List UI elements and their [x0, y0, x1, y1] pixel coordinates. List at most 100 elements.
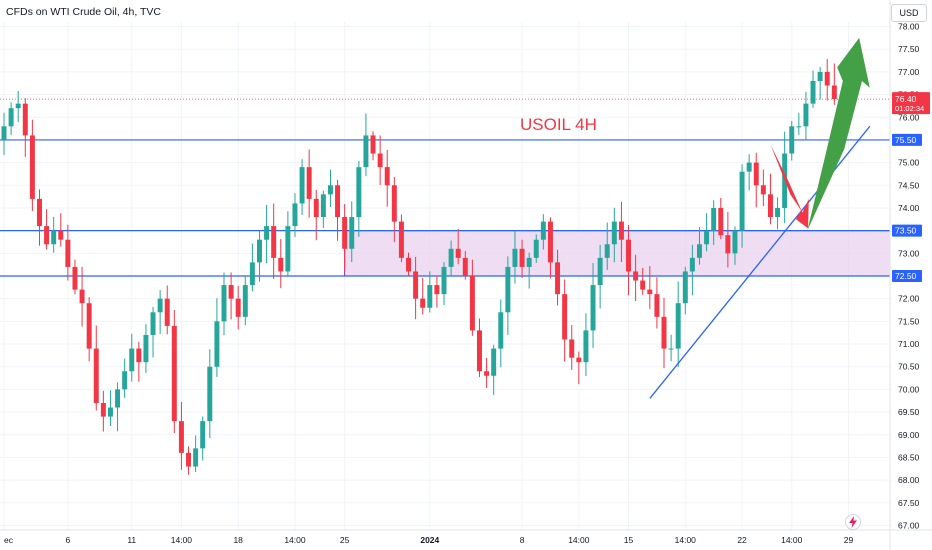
candle-body: [441, 266, 447, 295]
candle-body: [654, 294, 660, 317]
candle-body: [704, 230, 710, 245]
candle-body: [207, 366, 213, 422]
candle-body: [178, 421, 184, 453]
time-tick-label: 11: [127, 535, 136, 545]
time-tick-label: 6: [66, 535, 71, 545]
candle-body: [320, 194, 326, 218]
price-tick-label: 69.00: [898, 430, 920, 440]
candle-body: [413, 271, 419, 299]
candle-body: [51, 230, 57, 245]
candle-body: [249, 262, 255, 286]
candle-body: [235, 298, 241, 317]
candle-body: [370, 135, 376, 154]
candle-body: [810, 80, 816, 104]
candle-body: [725, 235, 731, 254]
candle-body: [817, 71, 823, 81]
candle-body: [299, 167, 305, 204]
candle-body: [491, 348, 497, 376]
candle-body: [107, 407, 113, 417]
time-tick-label: 2024: [420, 535, 439, 545]
candle-body: [384, 167, 390, 186]
candle-body: [604, 244, 610, 258]
time-tick-label: 14:00: [284, 535, 306, 545]
candle-body: [164, 298, 170, 326]
candle-body: [689, 257, 695, 272]
price-tick-label: 77.50: [898, 44, 920, 54]
candle-body: [292, 203, 298, 227]
candle-body: [583, 330, 589, 363]
candle-body: [753, 162, 759, 186]
price-tick-label: 69.50: [898, 407, 920, 417]
candle-body: [129, 348, 135, 372]
candles: [1, 58, 837, 475]
candle-body: [803, 103, 809, 127]
candle-body: [285, 226, 291, 272]
candle-body: [157, 298, 163, 313]
candle-body: [455, 248, 461, 258]
candle-body: [44, 226, 50, 245]
candle-body: [448, 248, 454, 267]
candle-body: [796, 126, 802, 128]
candle-body: [484, 371, 490, 376]
candle-body: [767, 194, 773, 218]
price-tick-label: 74.50: [898, 180, 920, 190]
countdown-label: 01:02:34: [895, 104, 924, 113]
candle-body: [533, 239, 539, 258]
price-tick-label: 67.50: [898, 498, 920, 508]
chart-title: CFDs on WTI Crude Oil, 4h, TVC: [6, 6, 162, 18]
candle-body: [171, 325, 177, 422]
time-tick-label: 14:00: [675, 535, 697, 545]
candle-body: [633, 271, 639, 281]
lightning-icon[interactable]: [845, 514, 861, 530]
price-tick-label: 71.50: [898, 316, 920, 326]
level-badge-label: 72.50: [895, 271, 917, 281]
candle-body: [711, 207, 717, 231]
candle-body: [186, 452, 191, 467]
candle-body: [122, 371, 128, 390]
candle-body: [746, 162, 752, 172]
price-tick-label: 67.00: [898, 520, 920, 530]
time-tick-label: 18: [233, 535, 243, 545]
candle-body: [1, 126, 7, 140]
candle-body: [228, 285, 234, 299]
level-badge-label: 75.50: [895, 135, 917, 145]
candle-body: [257, 239, 262, 263]
candle-body: [576, 357, 582, 363]
candle-body: [427, 285, 433, 308]
candle-body: [831, 85, 837, 100]
candle-body: [505, 266, 511, 313]
candle-body: [356, 167, 362, 218]
time-tick-label: 29: [844, 535, 854, 545]
candle-body: [193, 448, 199, 467]
price-tick-label: 77.00: [898, 67, 920, 77]
candle-body: [462, 257, 468, 276]
time-tick-label: 22: [737, 535, 747, 545]
candle-body: [718, 207, 724, 236]
candle-body: [115, 389, 121, 408]
time-axis[interactable]: ec 6 11 14:00 18 14:00 25 2024 8 14:00 15 14:00 22 14…: [0, 529, 932, 545]
candle-body: [278, 257, 284, 272]
candle-body: [618, 221, 624, 240]
candle-body: [363, 135, 369, 168]
candle-body: [547, 221, 553, 263]
candle-body: [264, 226, 270, 240]
candle-body: [590, 285, 596, 331]
time-tick-label: 14:00: [568, 535, 590, 545]
up-arrow: [807, 37, 870, 231]
candle-body: [200, 421, 206, 449]
candle-body: [789, 126, 795, 154]
candle-body: [377, 153, 383, 168]
candle-body: [406, 257, 411, 272]
price-tick-label: 72.00: [898, 294, 920, 304]
candle-body: [342, 217, 348, 249]
candle-body: [86, 303, 92, 349]
candle-body: [498, 312, 504, 349]
price-tick-label: 71.00: [898, 339, 920, 349]
candle-body: [519, 248, 525, 267]
annotations: [649, 37, 871, 399]
currency-button[interactable]: USD: [891, 4, 927, 22]
candle-body: [349, 217, 355, 249]
candle-body: [611, 221, 617, 245]
